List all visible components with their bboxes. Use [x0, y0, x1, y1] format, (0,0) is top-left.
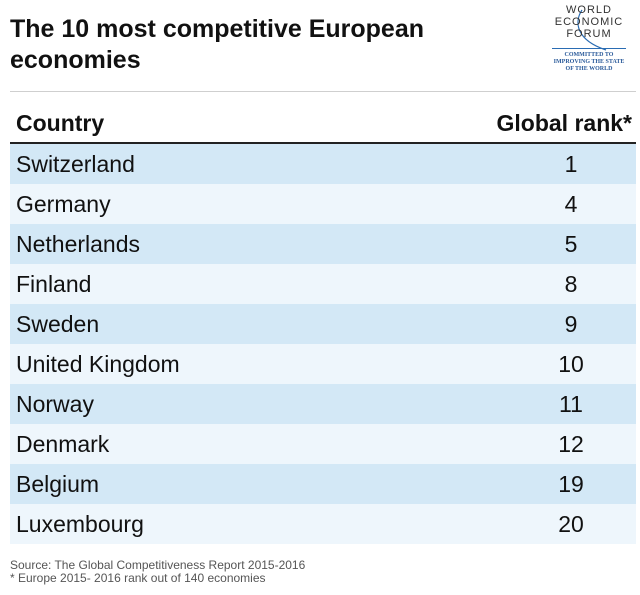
table-row: Norway 11 — [10, 384, 636, 424]
country-cell: Norway — [16, 390, 94, 417]
rank-cell: 12 — [558, 430, 584, 457]
rank-cell: 11 — [559, 390, 583, 417]
footnote: * Europe 2015- 2016 rank out of 140 econ… — [10, 571, 266, 585]
country-cell: Finland — [16, 270, 92, 297]
column-header-country: Country — [16, 109, 105, 136]
logo-tagline-2: IMPROVING THE STATE — [553, 59, 625, 65]
table-row: United Kingdom 10 — [10, 344, 636, 384]
table-row: Luxembourg 20 — [10, 504, 636, 544]
table-row: Belgium 19 — [10, 464, 636, 504]
logo-line-2: ECONOMIC — [554, 16, 624, 28]
country-cell: Netherlands — [16, 230, 141, 257]
source-note: Source: The Global Competitiveness Repor… — [10, 558, 306, 572]
country-cell: Belgium — [16, 470, 100, 497]
logo-arc-icon — [577, 9, 607, 51]
rank-cell: 8 — [564, 270, 578, 297]
country-cell: Switzerland — [16, 150, 135, 177]
logo-tagline-1: COMMITTED TO — [564, 52, 614, 58]
rank-cell: 5 — [564, 230, 578, 257]
header-divider — [10, 91, 636, 92]
rank-cell: 20 — [558, 510, 584, 537]
rank-cell: 10 — [558, 350, 584, 377]
footer: Source: The Global Competitiveness Repor… — [10, 559, 305, 585]
logo-line-3: FORUM — [566, 28, 612, 40]
country-cell: Sweden — [16, 310, 100, 337]
table-row: Sweden 9 — [10, 304, 636, 344]
country-cell: Luxembourg — [16, 510, 144, 537]
column-header-rank: Global rank* — [496, 109, 632, 136]
table-row: Switzerland 1 — [10, 144, 636, 184]
logo-tagline-3: OF THE WORLD — [565, 66, 613, 72]
rank-cell: 19 — [558, 470, 584, 497]
country-cell: Denmark — [16, 430, 110, 457]
table-body: Switzerland 1 Germany 4 Netherlands 5 Finland 8… — [10, 144, 636, 544]
logo-line-1: WORLD — [566, 4, 612, 16]
rank-cell: 4 — [564, 190, 578, 217]
table-header: Country Global rank* — [10, 104, 636, 144]
table-row: Netherlands 5 — [10, 224, 636, 264]
table-row: Finland 8 — [10, 264, 636, 304]
country-cell: Germany — [16, 190, 111, 217]
country-cell: United Kingdom — [16, 350, 180, 377]
rank-cell: 9 — [564, 310, 578, 337]
rank-table: Country Global rank* Switzerland 1 Germany… — [10, 104, 636, 544]
table-row: Denmark 12 — [10, 424, 636, 464]
rank-cell: 1 — [564, 150, 578, 177]
chart-title: The 10 most competitive European economi… — [10, 15, 424, 74]
wef-logo: WORLD ECONOMIC FORUM COMMITTED TO IMPROV… — [546, 4, 632, 88]
logo-divider — [552, 48, 626, 49]
table-row: Germany 4 — [10, 184, 636, 224]
